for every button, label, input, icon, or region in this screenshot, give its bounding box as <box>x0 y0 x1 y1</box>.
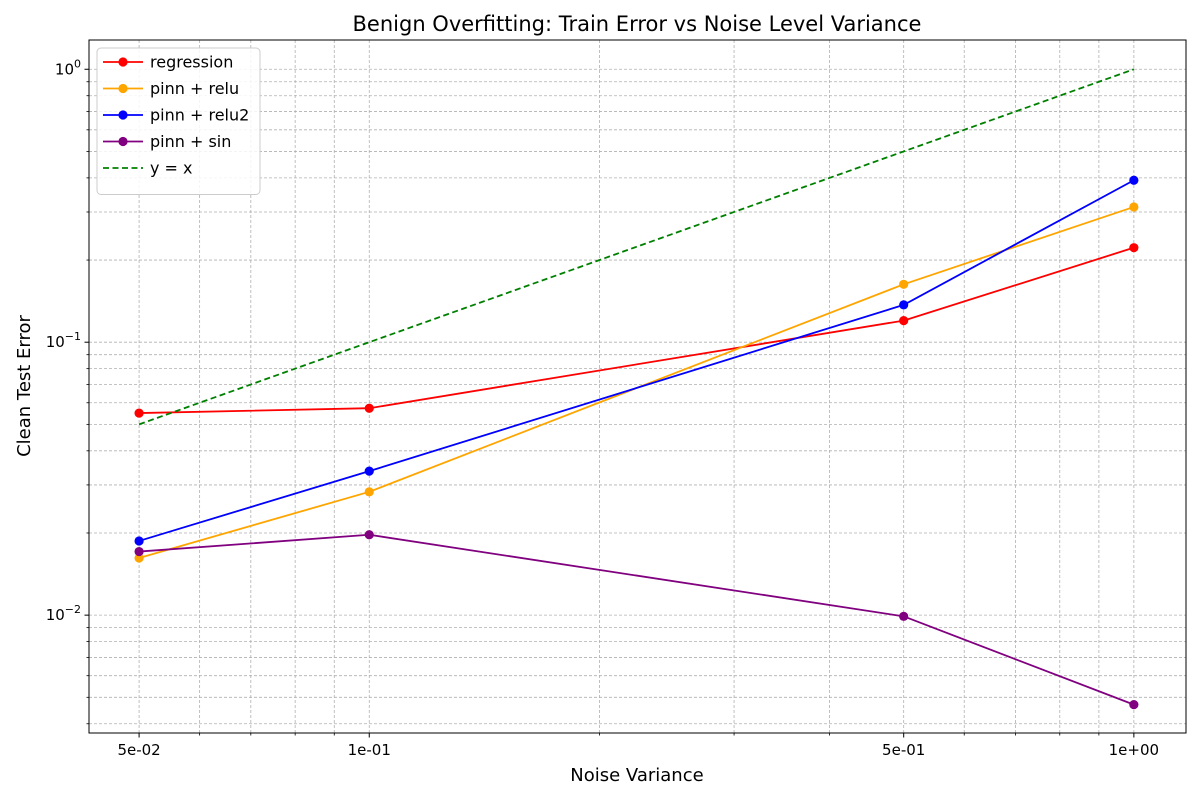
series-pinn-relu2 <box>134 175 1139 546</box>
series-regression <box>134 243 1139 418</box>
series-pinn-relu <box>134 202 1139 563</box>
x-tick-label: 5e-01 <box>882 741 925 759</box>
x-tick-label: 1e+00 <box>1109 741 1159 759</box>
legend-label: regression <box>150 53 233 72</box>
data-point-pinn-relu <box>899 279 909 289</box>
data-point-pinn-relu <box>134 553 144 563</box>
plot-frame <box>88 39 1187 734</box>
series-layer <box>134 68 1139 710</box>
series-line-y-x <box>138 68 1135 426</box>
x-tick-label: 5e-02 <box>117 741 160 759</box>
series-line-pinn-relu2 <box>138 179 1135 542</box>
data-point-pinn-sin <box>1129 700 1139 710</box>
data-point-pinn-relu2 <box>899 300 909 310</box>
x-tick-label: 1e-01 <box>348 741 391 759</box>
legend-marker <box>118 136 128 147</box>
data-point-pinn-sin <box>899 611 909 621</box>
y-tick-label: 10−1 <box>46 330 81 351</box>
y-tick-label: 100 <box>55 57 81 78</box>
legend-label: pinn + relu <box>150 79 239 98</box>
legend-label: y = x <box>150 159 193 178</box>
legend-marker <box>118 110 128 120</box>
data-point-pinn-relu <box>364 487 374 497</box>
grid <box>89 40 1186 733</box>
legend: regression pinn + relu pinn + relu2 pinn + … <box>96 47 261 195</box>
data-point-regression <box>364 403 374 413</box>
y-axis-label: Clean Test Error <box>14 314 35 456</box>
legend-box <box>96 47 261 195</box>
legend-marker <box>118 57 128 67</box>
chart-title: Benign Overfitting: Train Error vs Noise… <box>353 12 922 36</box>
series-line-pinn-relu <box>138 206 1135 559</box>
series-y-x <box>138 68 1135 426</box>
legend-label: pinn + relu2 <box>150 106 249 125</box>
data-point-regression <box>899 315 909 326</box>
data-point-pinn-relu2 <box>1129 175 1139 185</box>
data-point-pinn-relu2 <box>364 466 374 476</box>
ticks: 5e-02 1e-01 5e-01 1e+00 10−2 10−1 100 <box>46 57 1159 759</box>
legend-marker <box>118 83 128 94</box>
series-line-regression <box>139 246 1135 414</box>
series-line-pinn-sin <box>139 533 1135 706</box>
series-pinn-sin <box>134 530 1139 710</box>
legend-label: pinn + sin <box>150 132 231 151</box>
data-point-pinn-sin <box>134 546 144 557</box>
y-tick-label: 10−2 <box>46 603 81 624</box>
data-point-regression <box>1129 243 1139 253</box>
data-point-pinn-relu2 <box>134 536 144 546</box>
data-point-pinn-relu <box>1129 202 1139 212</box>
data-point-pinn-sin <box>364 530 374 540</box>
x-axis-label: Noise Variance <box>570 765 703 786</box>
data-point-regression <box>134 408 144 418</box>
